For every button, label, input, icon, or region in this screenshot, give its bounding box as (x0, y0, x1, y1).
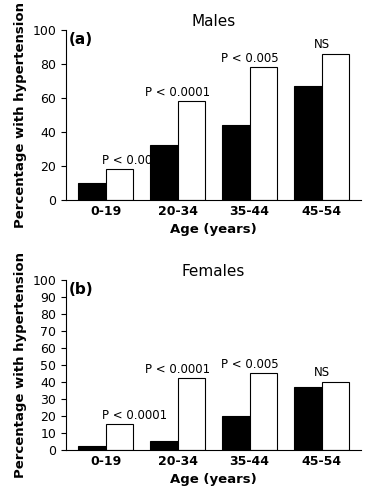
Text: P < 0.0001: P < 0.0001 (145, 86, 210, 99)
Bar (294, 387, 321, 450)
Bar (321, 382, 349, 450)
Title: Males: Males (192, 14, 236, 29)
Text: P < 0.005: P < 0.005 (221, 358, 278, 371)
X-axis label: Age (years): Age (years) (170, 473, 257, 486)
Bar (222, 416, 249, 450)
Title: Females: Females (182, 264, 245, 279)
Bar (78, 182, 106, 200)
Text: NS: NS (314, 38, 330, 52)
Text: NS: NS (314, 366, 330, 380)
Bar (150, 146, 178, 200)
Text: (b): (b) (69, 282, 94, 297)
Bar (106, 424, 133, 450)
Text: P < 0.0001: P < 0.0001 (102, 408, 167, 422)
Bar (249, 374, 277, 450)
Bar (294, 86, 321, 200)
X-axis label: Age (years): Age (years) (170, 223, 257, 236)
Bar (222, 125, 249, 200)
Text: P < 0.0001: P < 0.0001 (145, 363, 210, 376)
Bar (321, 54, 349, 200)
Bar (106, 169, 133, 200)
Bar (249, 68, 277, 200)
Y-axis label: Percentage with hypertension: Percentage with hypertension (14, 2, 27, 228)
Text: P < 0.005: P < 0.005 (221, 52, 278, 65)
Bar (178, 378, 205, 450)
Bar (178, 102, 205, 200)
Bar (78, 446, 106, 450)
Text: (a): (a) (69, 32, 93, 47)
Text: P < 0.0001: P < 0.0001 (102, 154, 167, 166)
Y-axis label: Percentage with hypertension: Percentage with hypertension (14, 252, 27, 478)
Bar (150, 441, 178, 450)
